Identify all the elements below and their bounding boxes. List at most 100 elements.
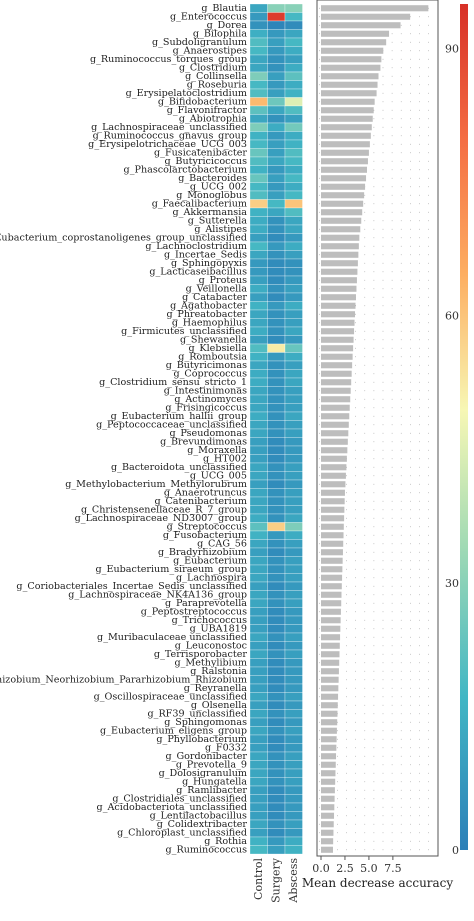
heat-cell <box>249 182 268 192</box>
heat-cell <box>267 811 286 821</box>
importance-bar <box>321 115 373 122</box>
importance-bar <box>321 583 342 590</box>
heat-cell <box>284 122 303 132</box>
heat-cell <box>284 522 303 532</box>
importance-bar <box>321 64 381 71</box>
heat-cell <box>249 454 268 464</box>
heat-cell <box>249 479 268 489</box>
heat-cell <box>267 386 286 396</box>
importance-bar <box>321 336 354 343</box>
genus-label: g_Bilophila <box>193 29 247 40</box>
heat-cell <box>249 352 268 362</box>
heat-cell <box>284 819 303 829</box>
genus-label: g_Lentilactobacillus <box>150 811 247 822</box>
genus-label: g_Ralstonia <box>190 666 247 677</box>
heat-cell <box>249 675 268 685</box>
heat-cell <box>284 675 303 685</box>
importance-bar <box>321 370 352 377</box>
genus-label: g_Agathobacter <box>170 301 247 312</box>
heat-cell <box>267 54 286 64</box>
importance-bar <box>321 498 345 505</box>
colorbar-tick-label: 30 <box>445 577 459 590</box>
genus-label: g_Abiotrophia <box>179 114 247 125</box>
importance-bar <box>321 47 384 54</box>
importance-bar <box>321 829 334 836</box>
heat-cell <box>249 114 268 124</box>
heat-cell <box>249 513 268 523</box>
heat-cell <box>284 717 303 727</box>
heat-cell <box>267 97 286 107</box>
genus-label: g_Firmicutes_unclassified <box>121 326 247 337</box>
heat-cell <box>249 564 268 574</box>
heat-cell <box>267 182 286 192</box>
heat-cell <box>284 505 303 515</box>
heat-cell <box>249 717 268 727</box>
importance-bar <box>321 693 339 700</box>
x-tick-label: 7.5 <box>384 862 402 875</box>
importance-bar <box>321 268 358 275</box>
heat-cell <box>249 258 268 268</box>
importance-bar <box>321 98 375 105</box>
heat-cell <box>249 802 268 812</box>
heat-cell <box>267 29 286 39</box>
group-label: Surgery <box>269 857 282 903</box>
heat-cell <box>267 488 286 498</box>
importance-bar <box>321 141 370 148</box>
genus-label: g_Streptococcus <box>167 522 247 533</box>
heat-cell <box>267 734 286 744</box>
genus-label: g_Clostridium_sensu_stricto_1 <box>99 377 247 388</box>
heat-cell <box>249 377 268 387</box>
genus-label: g_Eubacterium_eligens_group <box>100 726 247 737</box>
genus-label: g_Reyranella <box>184 683 248 694</box>
heat-cell <box>267 760 286 770</box>
genus-label: g_Clostridium <box>179 63 247 74</box>
heat-cell <box>284 267 303 277</box>
heat-cell <box>249 309 268 319</box>
genus-label: g_Phascolarctobacterium <box>124 165 247 176</box>
genus-label: g_Gordonibacter <box>166 751 248 762</box>
heat-cell <box>249 726 268 736</box>
heat-cell <box>284 139 303 149</box>
heat-cell <box>267 369 286 379</box>
genus-label: g_Terrisporobacter <box>154 649 247 660</box>
genus-label: g_Proteus <box>199 275 247 286</box>
importance-bar <box>321 753 337 760</box>
genus-label: g_Romboutsia <box>178 352 247 363</box>
heat-cell <box>267 343 286 353</box>
genus-label: g_Flavonifractor <box>167 105 248 116</box>
importance-bar <box>321 659 340 666</box>
heat-cell <box>284 233 303 243</box>
heat-cell <box>267 624 286 634</box>
genus-label: g_Blautia <box>201 3 247 14</box>
genus-label: g_Coriobacteriales_Incertae_Sedis_unclas… <box>16 581 247 592</box>
heat-cell <box>267 292 286 302</box>
heat-cell <box>249 173 268 183</box>
heat-cell <box>249 785 268 795</box>
importance-bar <box>321 702 338 709</box>
importance-bar <box>321 838 334 845</box>
heat-cell <box>267 360 286 370</box>
genus-label: g_Shewanella <box>180 335 247 346</box>
heat-cell <box>284 46 303 56</box>
genus-label: g_Eubacterium_coprostanoligenes_group_un… <box>0 233 247 244</box>
heat-cell <box>249 581 268 591</box>
heat-cell <box>267 105 286 115</box>
heat-cell <box>267 394 286 404</box>
heat-cell <box>284 37 303 47</box>
genus-label: g_Trichococcus <box>172 615 247 626</box>
heat-cell <box>284 539 303 549</box>
heat-cell <box>267 326 286 336</box>
colorbar-tick-label: 60 <box>445 310 459 323</box>
importance-bar <box>321 200 364 207</box>
importance-bar <box>321 846 333 853</box>
heat-cell <box>284 768 303 778</box>
heat-cell <box>267 241 286 251</box>
heat-cell <box>249 165 268 175</box>
importance-bar <box>321 557 343 564</box>
importance-bar <box>321 651 340 658</box>
heat-cell <box>267 819 286 829</box>
heat-cell <box>249 394 268 404</box>
heat-cell <box>284 71 303 81</box>
genus-label: g_Erysipelotrichaceae_UCG_003 <box>88 139 247 150</box>
heat-cell <box>267 63 286 73</box>
